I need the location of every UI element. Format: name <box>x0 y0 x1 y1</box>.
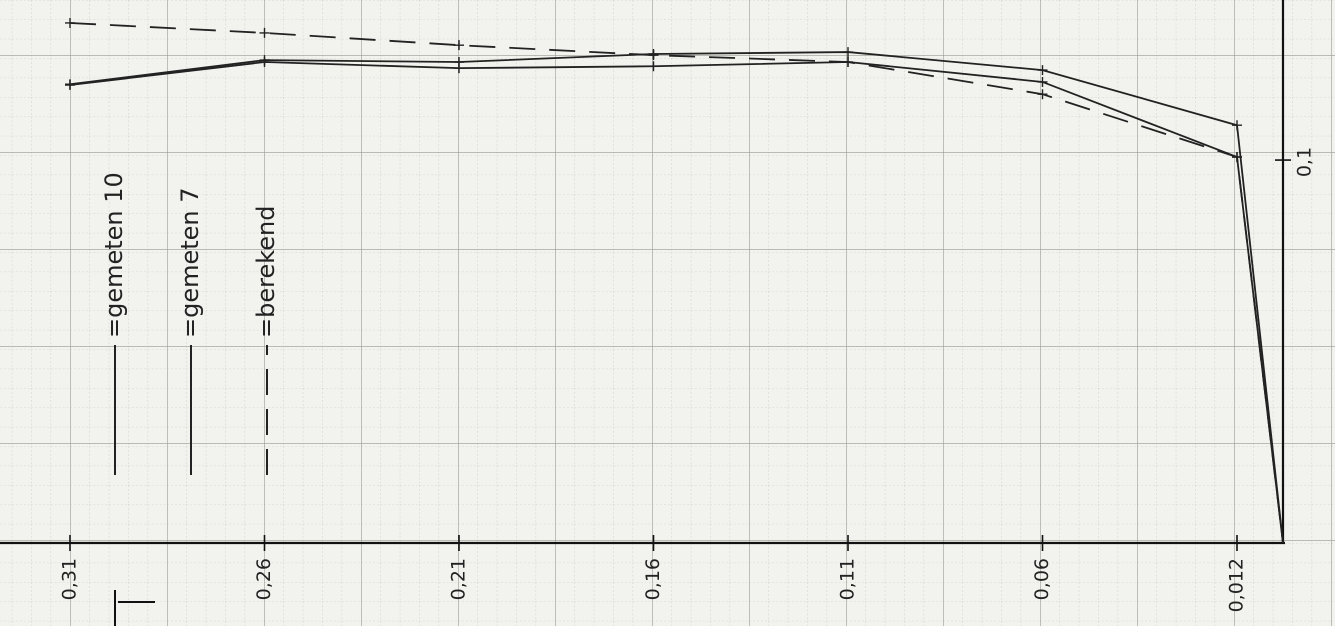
point-marker <box>1232 120 1242 131</box>
point-marker <box>843 47 853 58</box>
x-tick-label: 0,26 <box>253 558 275 600</box>
x-tick-label: 0,31 <box>59 558 81 600</box>
point-marker <box>454 40 464 51</box>
point-marker <box>843 57 853 68</box>
legend-label: =gemeten 7 <box>176 187 204 338</box>
point-marker <box>259 57 270 68</box>
y-tick-label: 0,1 <box>1294 147 1316 177</box>
legend-label: =berekend <box>252 206 280 338</box>
x-tick-label: 0,16 <box>642 558 664 600</box>
point-marker <box>1232 152 1242 163</box>
point-marker <box>1037 89 1048 100</box>
x-tick-label: 0,21 <box>448 558 470 600</box>
point-marker <box>65 80 75 91</box>
x-tick-label: 0,012 <box>1226 558 1248 612</box>
series-line <box>69 22 1284 544</box>
legend-label: =gemeten 10 <box>100 172 128 338</box>
point-marker <box>259 27 270 38</box>
point-marker <box>648 61 659 72</box>
series-line <box>69 51 1284 544</box>
point-marker <box>648 50 659 61</box>
point-marker <box>65 17 75 28</box>
point-marker <box>1037 76 1048 87</box>
x-tick-label: 0,11 <box>837 558 859 600</box>
point-marker <box>1037 65 1048 76</box>
x-tick-label: 0,06 <box>1031 558 1053 600</box>
point-marker <box>454 63 464 74</box>
series-line <box>69 61 1284 544</box>
